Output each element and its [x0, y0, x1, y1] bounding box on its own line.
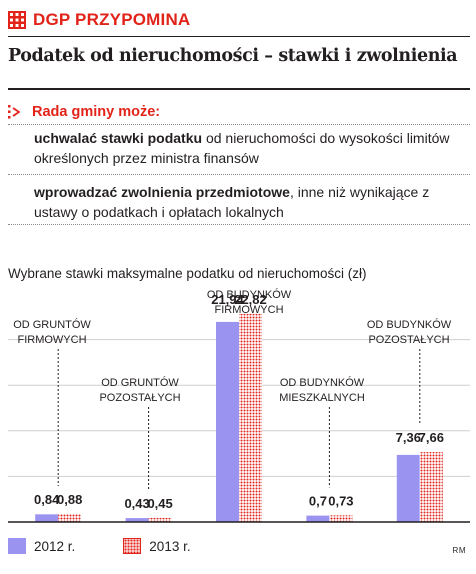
category-label: POZOSTAŁYCH	[99, 392, 180, 404]
legend-item-2012: 2012 r.	[8, 538, 75, 554]
info-heading-label: Rada gminy może:	[32, 104, 161, 120]
bar-2012	[125, 518, 149, 522]
category-label: FIRMOWYCH	[214, 304, 283, 316]
data-label: 0,88	[57, 492, 82, 507]
page-title: Podatek od nieruchomości – stawki i zwol…	[8, 46, 458, 66]
chart-caption: Wybrane stawki maksymalne podatku od nie…	[8, 266, 367, 281]
category-label: OD GRUNTÓW	[101, 376, 179, 389]
bar-2012	[216, 321, 239, 522]
info-item-rates: uchwalać stawki podatku od nieruchomości…	[34, 128, 470, 168]
legend-label-2013: 2013 r.	[149, 538, 191, 554]
bar-2012	[396, 454, 420, 522]
info-item-rates-bold: uchwalać stawki podatku	[34, 130, 203, 146]
data-label: 0,73	[328, 493, 353, 508]
data-label: 0,84	[34, 492, 60, 507]
bar-2012	[306, 515, 330, 522]
category-label: MIESZKALNYCH	[279, 392, 365, 404]
category-label: OD BUDYNKÓW	[367, 318, 452, 331]
info-heading: Rada gminy może:	[8, 104, 160, 120]
category-label: OD BUDYNKÓW	[207, 288, 292, 301]
headline-rule	[8, 88, 470, 90]
bar-2013	[419, 452, 443, 522]
divider	[8, 174, 470, 175]
brand-header: DGP PRZYPOMINA	[8, 8, 190, 32]
category-label: FIRMOWYCH	[17, 334, 86, 346]
data-label: 21,94	[211, 292, 244, 307]
data-label: 7,36	[396, 430, 421, 445]
info-item-exemptions-bold: wprowadzać zwolnienia przedmiotowe	[34, 184, 290, 200]
chart-legend: 2012 r. 2013 r.	[8, 538, 239, 554]
data-label: 7,66	[419, 430, 444, 445]
legend-swatch-2013	[123, 538, 142, 554]
divider	[8, 124, 470, 125]
info-item-exemptions-text: , inne niż wynikające z ustawy o podatka…	[34, 184, 430, 220]
info-item-exemptions: wprowadzać zwolnienia przedmiotowe, inne…	[34, 182, 470, 222]
calendar-icon	[8, 11, 26, 29]
data-label: 0,43	[124, 496, 149, 511]
top-rule	[8, 36, 470, 37]
arrow-marker-icon	[8, 105, 20, 119]
legend-label-2012: 2012 r.	[34, 538, 76, 554]
author-initials: RM	[452, 546, 466, 555]
bar-2013	[148, 517, 172, 522]
legend-item-2013: 2013 r.	[123, 538, 191, 554]
bar-2012	[35, 514, 59, 522]
category-label: OD BUDYNKÓW	[280, 376, 365, 389]
data-label: 0,45	[147, 496, 172, 511]
data-label: 22,82	[234, 292, 267, 307]
divider	[8, 224, 470, 225]
category-label: POZOSTAŁYCH	[368, 334, 449, 346]
bar-2013	[239, 313, 262, 522]
info-item-rates-text: od nieruchomości do wysokości limitów ok…	[34, 130, 450, 166]
category-label: OD GRUNTÓW	[13, 318, 91, 331]
bar-2013	[329, 515, 353, 522]
legend-swatch-2012	[8, 538, 26, 554]
bar-2013	[58, 513, 82, 522]
brand-title: DGP PRZYPOMINA	[33, 10, 191, 29]
bar-chart: 0,840,88 OD GRUNTÓW FIRMOWYCH 0,430,45 OD GR…	[8, 288, 470, 523]
data-label: 0,7	[309, 493, 327, 508]
